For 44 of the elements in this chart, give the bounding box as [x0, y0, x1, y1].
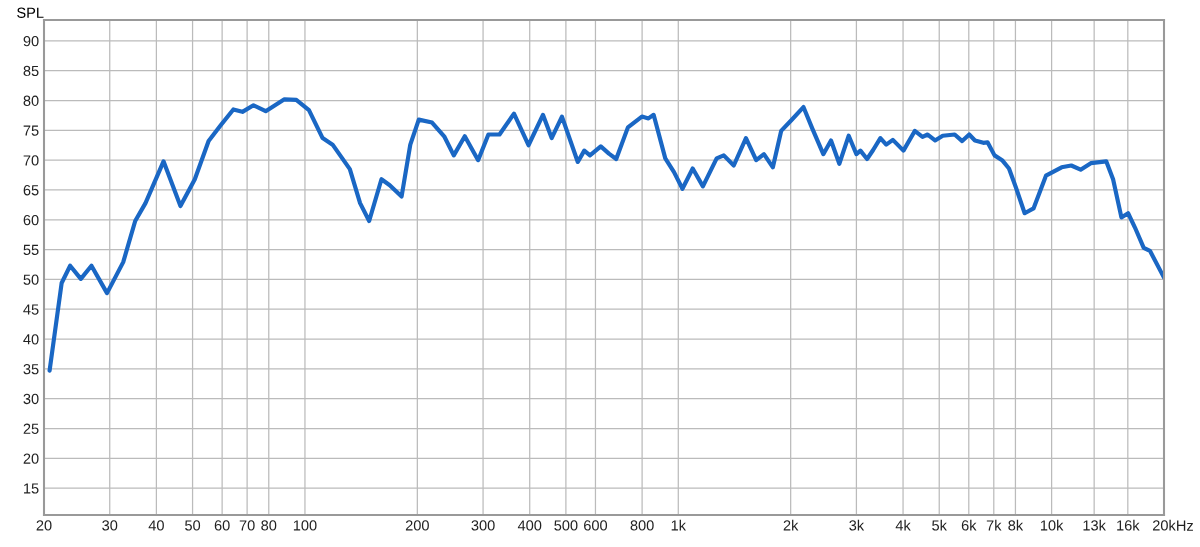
y-tick-label: 75	[23, 125, 39, 136]
x-tick-label: 80	[261, 520, 277, 531]
y-tick-label: 45	[23, 304, 39, 315]
x-axis-title: Hz	[1177, 520, 1193, 531]
x-tick-label: 200	[405, 520, 429, 531]
x-tick-label: 800	[630, 520, 654, 531]
x-tick-label: 30	[102, 520, 118, 531]
x-tick-label: 13k	[1083, 519, 1106, 531]
x-tick-label: 100	[293, 520, 317, 531]
x-tick-label: 600	[584, 520, 608, 531]
x-tick-label: 300	[471, 520, 495, 531]
x-tick-label: 1k	[671, 519, 686, 531]
x-tick-label: 6k	[961, 519, 977, 531]
x-tick-label: 16k	[1117, 519, 1140, 531]
x-tick-label: 4k	[895, 519, 911, 531]
x-tick-label: 3k	[849, 519, 865, 531]
y-tick-label: 35	[23, 363, 39, 375]
y-tick-label: 50	[23, 274, 39, 285]
x-tick-label: 400	[517, 520, 542, 531]
y-tick-label: 30	[23, 393, 39, 405]
y-tick-label: 25	[23, 423, 39, 434]
x-tick-label: 2k	[783, 519, 799, 531]
x-tick-label: 5k	[932, 519, 947, 531]
x-tick-label: 7k	[986, 519, 1002, 531]
y-tick-label: 70	[23, 155, 39, 166]
x-tick-label: 500	[554, 520, 578, 531]
x-tick-label: 40	[148, 520, 164, 531]
y-tick-label: 40	[23, 334, 39, 345]
y-tick-label: 65	[23, 185, 39, 196]
y-tick-label: 85	[23, 65, 39, 77]
y-tick-label: 15	[24, 483, 39, 494]
y-tick-label: 90	[23, 35, 39, 47]
y-tick-label: 20	[23, 453, 39, 464]
y-tick-label: 55	[23, 244, 39, 256]
x-tick-label: 20	[36, 520, 52, 531]
y-axis-title: SPL	[17, 7, 44, 18]
x-tick-label: 50	[185, 520, 201, 531]
x-tick-label: 60	[214, 520, 230, 531]
x-tick-label: 10k	[1040, 519, 1064, 531]
y-tick-label: 60	[23, 214, 39, 226]
y-tick-label: 80	[23, 95, 39, 106]
x-tick-label: 8k	[1008, 519, 1024, 531]
x-tick-label: 70	[239, 520, 255, 531]
x-tick-label: 20k	[1152, 519, 1176, 531]
